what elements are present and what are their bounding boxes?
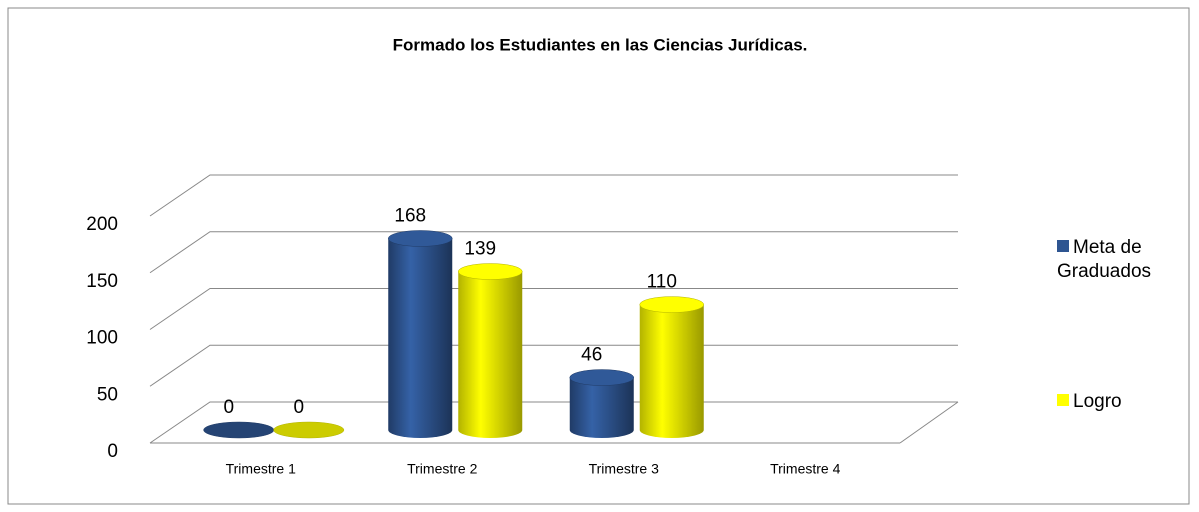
- grid-line: [149, 344, 958, 387]
- y-tick-label: 0: [107, 441, 118, 462]
- bar-top: [569, 369, 634, 386]
- grid-line: [149, 231, 958, 274]
- data-label: 0: [293, 397, 304, 418]
- x-tick-label: Trimestre 4: [770, 461, 840, 477]
- floor-right-edge: [899, 401, 959, 444]
- legend-label: Logro: [1073, 391, 1122, 412]
- data-label: 46: [581, 345, 602, 366]
- data-label: 139: [464, 239, 496, 260]
- grid-line: [149, 174, 958, 217]
- bar: [388, 238, 453, 438]
- y-tick-label: 200: [86, 214, 118, 235]
- x-tick-label: Trimestre 3: [589, 461, 659, 477]
- bar-top: [639, 296, 704, 313]
- legend-swatch: [1057, 240, 1069, 252]
- data-label: 110: [647, 272, 677, 293]
- bar-top: [458, 263, 523, 280]
- bar-top: [203, 421, 275, 439]
- data-label: 0: [223, 397, 234, 418]
- legend-item: Meta de Graduados: [1057, 236, 1187, 284]
- chart-title: Formado los Estudiantes en las Ciencias …: [393, 35, 808, 54]
- x-tick-label: Trimestre 2: [407, 461, 477, 477]
- bar: [639, 304, 704, 438]
- bar-top: [273, 421, 345, 439]
- grid-line: [149, 288, 958, 330]
- grid-line: [149, 401, 958, 444]
- y-tick-label: 50: [97, 384, 118, 405]
- legend-label: Meta de Graduados: [1057, 237, 1152, 282]
- bar: [458, 271, 523, 438]
- legend-swatch: [1057, 394, 1069, 406]
- legend-item: Logro: [1057, 390, 1187, 414]
- x-tick-label: Trimestre 1: [226, 461, 296, 477]
- data-label: 168: [394, 205, 426, 226]
- y-tick-label: 150: [86, 271, 118, 292]
- bar: [569, 377, 634, 438]
- y-tick-label: 100: [86, 328, 118, 349]
- bar-top: [388, 230, 453, 247]
